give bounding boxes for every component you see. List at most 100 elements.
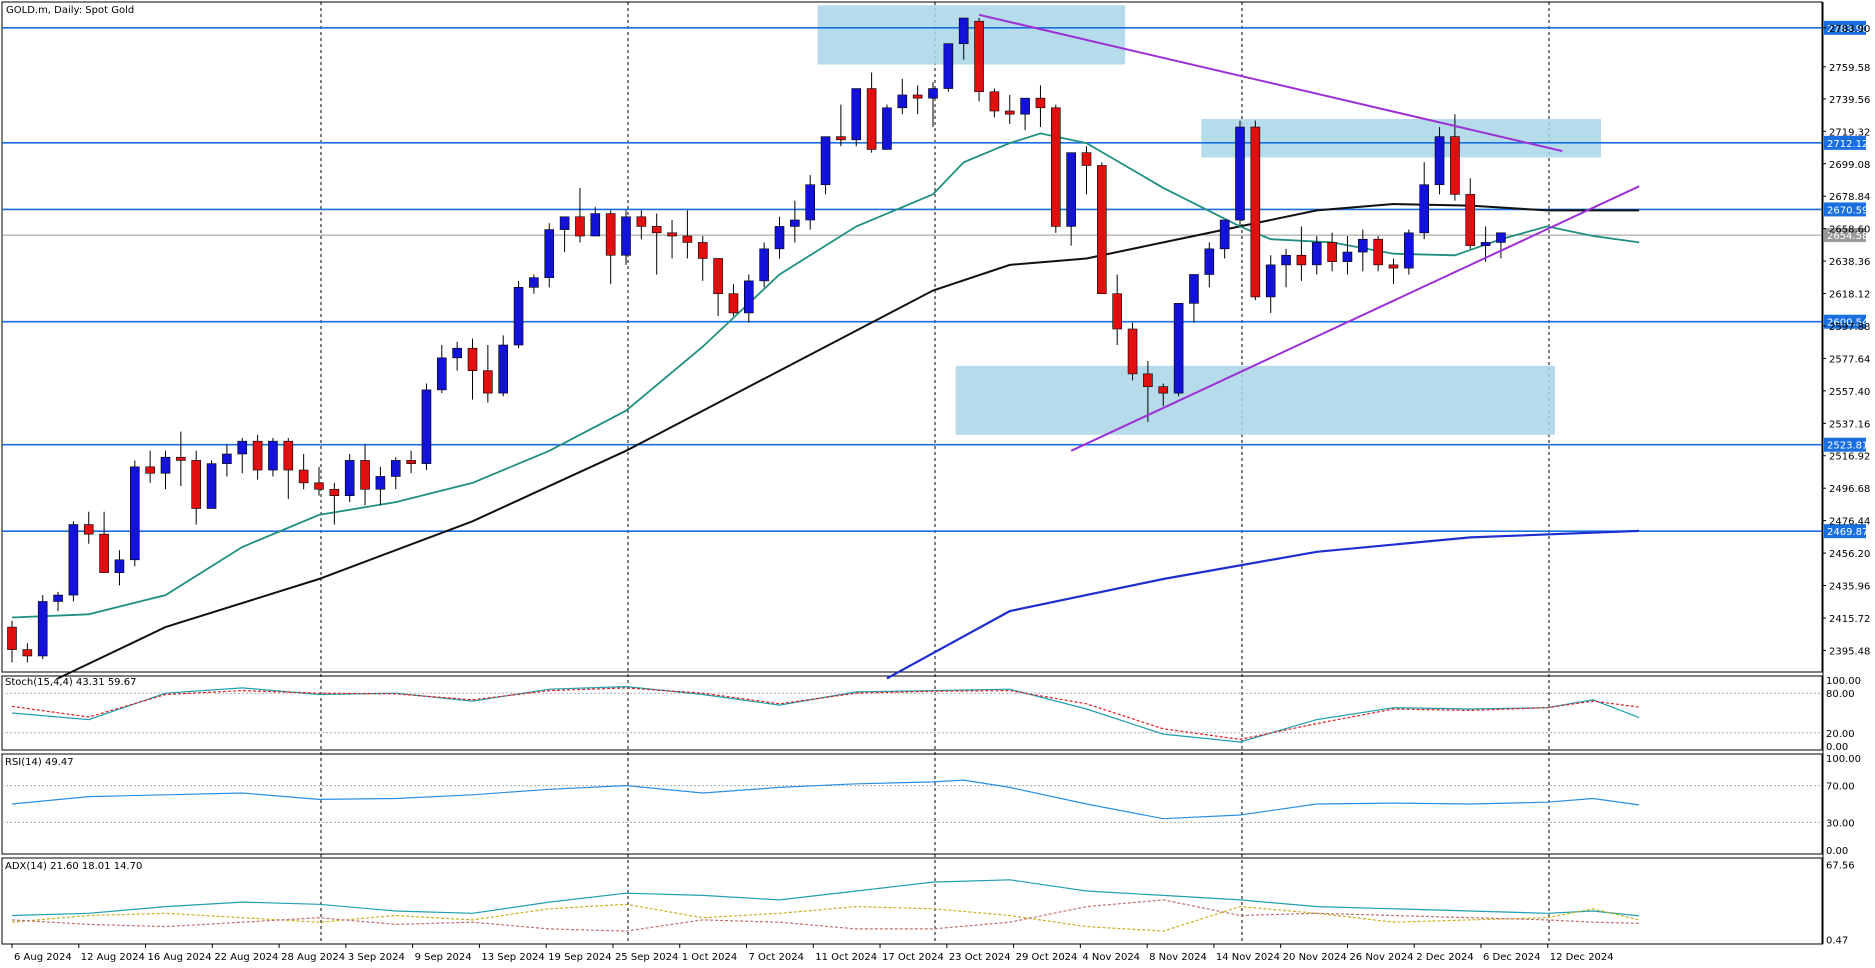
candle-body	[206, 463, 217, 509]
candle-body	[344, 460, 355, 496]
candle-body	[1480, 242, 1491, 246]
candle-body	[1173, 303, 1184, 394]
candle-body	[1342, 251, 1353, 262]
price-tick-label: 2719.32	[1829, 127, 1870, 138]
candle-body	[283, 440, 294, 471]
date-tick-label: 3 Sep 2024	[348, 952, 405, 963]
candle-body	[1465, 194, 1476, 246]
date-tick-label: 12 Aug 2024	[81, 952, 145, 963]
candle-body	[360, 460, 370, 490]
candle-body	[805, 184, 816, 221]
price-tick-label: 2577.64	[1829, 354, 1870, 365]
candle-body	[1051, 107, 1061, 227]
date-tick-label: 26 Nov 2024	[1349, 952, 1413, 963]
candle-body	[1419, 184, 1429, 234]
date-tick-label: 1 Oct 2024	[682, 952, 737, 963]
candle-body	[697, 242, 708, 259]
price-tag	[1824, 228, 1866, 243]
price-tick-label: 2783.90	[1829, 24, 1870, 35]
indicator-tick-label: 80.00	[1826, 689, 1855, 700]
date-tick-label: 23 Oct 2024	[949, 952, 1011, 963]
candle-body	[743, 280, 754, 314]
price-zone	[1201, 119, 1602, 158]
candle-body	[928, 88, 938, 99]
stochastic-label: Stoch(15,4,4) 43.31 59.67	[5, 677, 136, 688]
candle-body	[958, 17, 969, 44]
pane-frame-stoch	[1, 675, 1823, 751]
rsi-label: RSI(14) 49.47	[5, 757, 74, 768]
candle-body	[83, 524, 94, 535]
candle-body	[483, 370, 493, 394]
price-tag	[1824, 135, 1866, 150]
candle-body	[421, 389, 432, 464]
candle-body	[713, 258, 723, 295]
candle-body	[559, 216, 570, 230]
rsi-rsi-line	[11, 779, 1640, 820]
candle-body	[851, 88, 862, 141]
candle-body	[544, 229, 555, 278]
date-tick-label: 4 Nov 2024	[1082, 952, 1140, 963]
candle-body	[728, 293, 739, 314]
candle-body	[1373, 238, 1383, 266]
date-tick-label: 25 Sep 2024	[615, 952, 678, 963]
candle-body	[1404, 232, 1414, 269]
symbol-label: GOLD.m, Daily: Spot Gold	[6, 5, 134, 16]
price-tag	[1824, 314, 1866, 329]
candle-body	[1127, 328, 1138, 375]
candle-body	[1204, 248, 1215, 275]
candle-body	[22, 649, 33, 657]
candle-body	[1097, 165, 1107, 295]
candle-body	[943, 43, 954, 89]
indicator-tick-label: 0.47	[1826, 935, 1848, 946]
candle-body	[820, 136, 831, 186]
date-tick-label: 20 Nov 2024	[1283, 952, 1347, 963]
price-tag	[1824, 20, 1866, 35]
pane-frame-rsi	[1, 753, 1823, 855]
candle-body	[759, 248, 769, 282]
candle-body	[1296, 254, 1307, 266]
price-tick-label: 2435.96	[1829, 582, 1870, 593]
candle-body	[621, 216, 631, 256]
date-tick-label: 13 Sep 2024	[481, 952, 544, 963]
candle-body	[1358, 238, 1368, 253]
candle-body	[1004, 110, 1015, 115]
price-tick-label: 2456.20	[1829, 549, 1870, 560]
indicator-tick-label: 100.00	[1826, 676, 1861, 687]
candle-body	[222, 453, 232, 464]
candle-body	[1496, 232, 1506, 243]
candle-body	[774, 226, 785, 250]
candle-body	[667, 232, 677, 237]
candle-body	[989, 91, 1000, 112]
candle-body	[636, 216, 647, 227]
candle-body	[1112, 293, 1122, 330]
indicator-tick-label: 30.00	[1826, 818, 1855, 829]
price-tick-label: 2537.16	[1829, 419, 1870, 430]
candle-body	[974, 20, 984, 93]
adx-minus_di-line	[11, 899, 1640, 932]
price-tick-label: 2476.44	[1829, 517, 1870, 528]
date-tick-label: 11 Oct 2024	[815, 952, 877, 963]
candle-body	[1250, 126, 1261, 298]
date-tick-label: 14 Nov 2024	[1216, 952, 1280, 963]
candle-body	[1434, 136, 1445, 186]
candle-body	[1143, 373, 1153, 387]
candle-body	[651, 226, 662, 234]
price-tick-label: 2759.58	[1829, 63, 1870, 74]
date-tick-label: 19 Sep 2024	[548, 952, 611, 963]
date-tick-label: 12 Dec 2024	[1550, 952, 1614, 963]
candle-body	[1158, 386, 1169, 394]
indicator-tick-label: 0.00	[1826, 846, 1848, 857]
price-tick-label: 2597.88	[1829, 322, 1870, 333]
date-tick-label: 6 Aug 2024	[14, 952, 72, 963]
date-tick-label: 6 Dec 2024	[1483, 952, 1541, 963]
candle-body	[836, 136, 846, 141]
candle-body	[590, 213, 601, 237]
price-tag-label: 2654.58	[1827, 231, 1868, 242]
candle-body	[1189, 274, 1199, 304]
candle-body	[1450, 136, 1460, 195]
candle-body	[176, 456, 186, 461]
candle-body	[298, 469, 309, 484]
candle-body	[1020, 97, 1030, 115]
